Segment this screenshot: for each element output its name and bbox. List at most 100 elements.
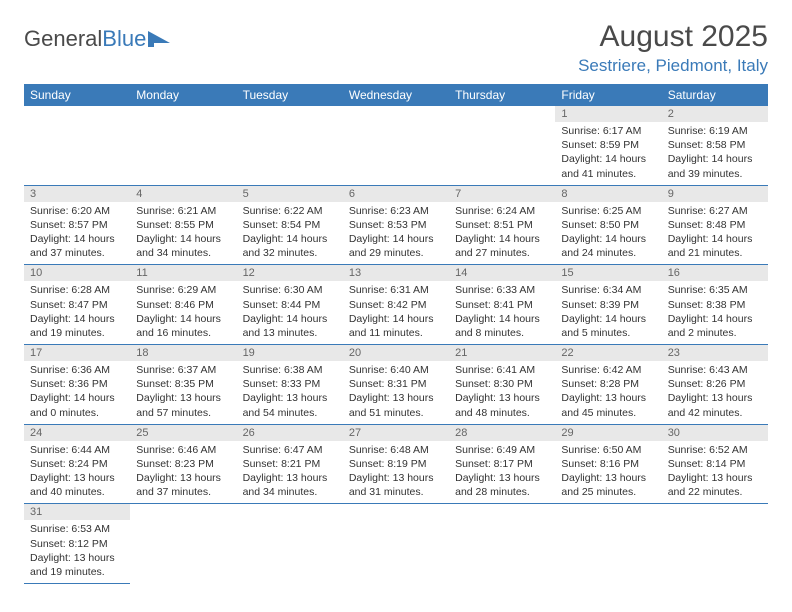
sunset-line: Sunset: 8:26 PM bbox=[668, 377, 762, 391]
day-details: Sunrise: 6:30 AMSunset: 8:44 PMDaylight:… bbox=[237, 281, 343, 344]
logo-flag-icon bbox=[148, 31, 174, 49]
weekday-header: Tuesday bbox=[237, 84, 343, 106]
sunset-line: Sunset: 8:48 PM bbox=[668, 218, 762, 232]
day-details: Sunrise: 6:52 AMSunset: 8:14 PMDaylight:… bbox=[662, 441, 768, 504]
calendar-cell: 10Sunrise: 6:28 AMSunset: 8:47 PMDayligh… bbox=[24, 265, 130, 345]
day-details: Sunrise: 6:34 AMSunset: 8:39 PMDaylight:… bbox=[555, 281, 661, 344]
sunset-line: Sunset: 8:16 PM bbox=[561, 457, 655, 471]
sunset-line: Sunset: 8:42 PM bbox=[349, 298, 443, 312]
day-details: Sunrise: 6:48 AMSunset: 8:19 PMDaylight:… bbox=[343, 441, 449, 504]
calendar-cell bbox=[237, 504, 343, 584]
day-number: 5 bbox=[237, 186, 343, 202]
daylight-line: Daylight: 14 hours and 37 minutes. bbox=[30, 232, 124, 260]
day-details: Sunrise: 6:23 AMSunset: 8:53 PMDaylight:… bbox=[343, 202, 449, 265]
daylight-line: Daylight: 14 hours and 32 minutes. bbox=[243, 232, 337, 260]
daylight-line: Daylight: 14 hours and 21 minutes. bbox=[668, 232, 762, 260]
daylight-line: Daylight: 13 hours and 22 minutes. bbox=[668, 471, 762, 499]
calendar-row: 17Sunrise: 6:36 AMSunset: 8:36 PMDayligh… bbox=[24, 345, 768, 425]
sunrise-line: Sunrise: 6:50 AM bbox=[561, 443, 655, 457]
day-details: Sunrise: 6:25 AMSunset: 8:50 PMDaylight:… bbox=[555, 202, 661, 265]
day-number: 9 bbox=[662, 186, 768, 202]
sunset-line: Sunset: 8:17 PM bbox=[455, 457, 549, 471]
calendar-cell: 19Sunrise: 6:38 AMSunset: 8:33 PMDayligh… bbox=[237, 345, 343, 425]
sunrise-line: Sunrise: 6:28 AM bbox=[30, 283, 124, 297]
sunrise-line: Sunrise: 6:21 AM bbox=[136, 204, 230, 218]
calendar-cell: 28Sunrise: 6:49 AMSunset: 8:17 PMDayligh… bbox=[449, 424, 555, 504]
calendar-cell: 5Sunrise: 6:22 AMSunset: 8:54 PMDaylight… bbox=[237, 185, 343, 265]
sunrise-line: Sunrise: 6:25 AM bbox=[561, 204, 655, 218]
sunset-line: Sunset: 8:19 PM bbox=[349, 457, 443, 471]
day-details: Sunrise: 6:38 AMSunset: 8:33 PMDaylight:… bbox=[237, 361, 343, 424]
day-number: 25 bbox=[130, 425, 236, 441]
day-number: 28 bbox=[449, 425, 555, 441]
daylight-line: Daylight: 13 hours and 40 minutes. bbox=[30, 471, 124, 499]
day-details: Sunrise: 6:27 AMSunset: 8:48 PMDaylight:… bbox=[662, 202, 768, 265]
calendar-cell: 4Sunrise: 6:21 AMSunset: 8:55 PMDaylight… bbox=[130, 185, 236, 265]
calendar-cell: 21Sunrise: 6:41 AMSunset: 8:30 PMDayligh… bbox=[449, 345, 555, 425]
sunset-line: Sunset: 8:35 PM bbox=[136, 377, 230, 391]
sunrise-line: Sunrise: 6:27 AM bbox=[668, 204, 762, 218]
day-number: 23 bbox=[662, 345, 768, 361]
day-details: Sunrise: 6:19 AMSunset: 8:58 PMDaylight:… bbox=[662, 122, 768, 185]
sunset-line: Sunset: 8:54 PM bbox=[243, 218, 337, 232]
sunset-line: Sunset: 8:23 PM bbox=[136, 457, 230, 471]
day-details: Sunrise: 6:47 AMSunset: 8:21 PMDaylight:… bbox=[237, 441, 343, 504]
sunrise-line: Sunrise: 6:37 AM bbox=[136, 363, 230, 377]
calendar-cell: 3Sunrise: 6:20 AMSunset: 8:57 PMDaylight… bbox=[24, 185, 130, 265]
calendar-cell: 14Sunrise: 6:33 AMSunset: 8:41 PMDayligh… bbox=[449, 265, 555, 345]
day-details: Sunrise: 6:42 AMSunset: 8:28 PMDaylight:… bbox=[555, 361, 661, 424]
sunrise-line: Sunrise: 6:17 AM bbox=[561, 124, 655, 138]
sunset-line: Sunset: 8:33 PM bbox=[243, 377, 337, 391]
weekday-header: Saturday bbox=[662, 84, 768, 106]
day-details: Sunrise: 6:33 AMSunset: 8:41 PMDaylight:… bbox=[449, 281, 555, 344]
calendar-cell: 31Sunrise: 6:53 AMSunset: 8:12 PMDayligh… bbox=[24, 504, 130, 584]
sunset-line: Sunset: 8:55 PM bbox=[136, 218, 230, 232]
day-number: 19 bbox=[237, 345, 343, 361]
daylight-line: Daylight: 14 hours and 0 minutes. bbox=[30, 391, 124, 419]
day-details: Sunrise: 6:46 AMSunset: 8:23 PMDaylight:… bbox=[130, 441, 236, 504]
day-details: Sunrise: 6:41 AMSunset: 8:30 PMDaylight:… bbox=[449, 361, 555, 424]
sunrise-line: Sunrise: 6:19 AM bbox=[668, 124, 762, 138]
day-number: 10 bbox=[24, 265, 130, 281]
calendar-cell: 18Sunrise: 6:37 AMSunset: 8:35 PMDayligh… bbox=[130, 345, 236, 425]
sunset-line: Sunset: 8:51 PM bbox=[455, 218, 549, 232]
day-number: 4 bbox=[130, 186, 236, 202]
sunrise-line: Sunrise: 6:52 AM bbox=[668, 443, 762, 457]
day-number: 21 bbox=[449, 345, 555, 361]
day-details: Sunrise: 6:40 AMSunset: 8:31 PMDaylight:… bbox=[343, 361, 449, 424]
daylight-line: Daylight: 13 hours and 51 minutes. bbox=[349, 391, 443, 419]
daylight-line: Daylight: 13 hours and 45 minutes. bbox=[561, 391, 655, 419]
logo-text-1: General bbox=[24, 26, 102, 52]
sunrise-line: Sunrise: 6:44 AM bbox=[30, 443, 124, 457]
sunrise-line: Sunrise: 6:46 AM bbox=[136, 443, 230, 457]
calendar-cell: 15Sunrise: 6:34 AMSunset: 8:39 PMDayligh… bbox=[555, 265, 661, 345]
calendar-cell: 26Sunrise: 6:47 AMSunset: 8:21 PMDayligh… bbox=[237, 424, 343, 504]
weekday-header: Wednesday bbox=[343, 84, 449, 106]
calendar-cell: 24Sunrise: 6:44 AMSunset: 8:24 PMDayligh… bbox=[24, 424, 130, 504]
day-details: Sunrise: 6:20 AMSunset: 8:57 PMDaylight:… bbox=[24, 202, 130, 265]
calendar-cell: 22Sunrise: 6:42 AMSunset: 8:28 PMDayligh… bbox=[555, 345, 661, 425]
daylight-line: Daylight: 13 hours and 57 minutes. bbox=[136, 391, 230, 419]
day-number: 11 bbox=[130, 265, 236, 281]
calendar-cell: 17Sunrise: 6:36 AMSunset: 8:36 PMDayligh… bbox=[24, 345, 130, 425]
calendar-row: 1Sunrise: 6:17 AMSunset: 8:59 PMDaylight… bbox=[24, 106, 768, 185]
day-details: Sunrise: 6:44 AMSunset: 8:24 PMDaylight:… bbox=[24, 441, 130, 504]
sunset-line: Sunset: 8:59 PM bbox=[561, 138, 655, 152]
calendar-cell: 25Sunrise: 6:46 AMSunset: 8:23 PMDayligh… bbox=[130, 424, 236, 504]
sunset-line: Sunset: 8:36 PM bbox=[30, 377, 124, 391]
calendar-cell: 23Sunrise: 6:43 AMSunset: 8:26 PMDayligh… bbox=[662, 345, 768, 425]
calendar-table: Sunday Monday Tuesday Wednesday Thursday… bbox=[24, 84, 768, 584]
calendar-cell: 2Sunrise: 6:19 AMSunset: 8:58 PMDaylight… bbox=[662, 106, 768, 185]
calendar-cell: 1Sunrise: 6:17 AMSunset: 8:59 PMDaylight… bbox=[555, 106, 661, 185]
day-details: Sunrise: 6:21 AMSunset: 8:55 PMDaylight:… bbox=[130, 202, 236, 265]
daylight-line: Daylight: 13 hours and 25 minutes. bbox=[561, 471, 655, 499]
sunrise-line: Sunrise: 6:40 AM bbox=[349, 363, 443, 377]
day-details: Sunrise: 6:53 AMSunset: 8:12 PMDaylight:… bbox=[24, 520, 130, 583]
daylight-line: Daylight: 14 hours and 13 minutes. bbox=[243, 312, 337, 340]
daylight-line: Daylight: 14 hours and 39 minutes. bbox=[668, 152, 762, 180]
day-number: 29 bbox=[555, 425, 661, 441]
sunset-line: Sunset: 8:46 PM bbox=[136, 298, 230, 312]
day-number: 22 bbox=[555, 345, 661, 361]
weekday-header: Friday bbox=[555, 84, 661, 106]
calendar-cell bbox=[449, 106, 555, 185]
